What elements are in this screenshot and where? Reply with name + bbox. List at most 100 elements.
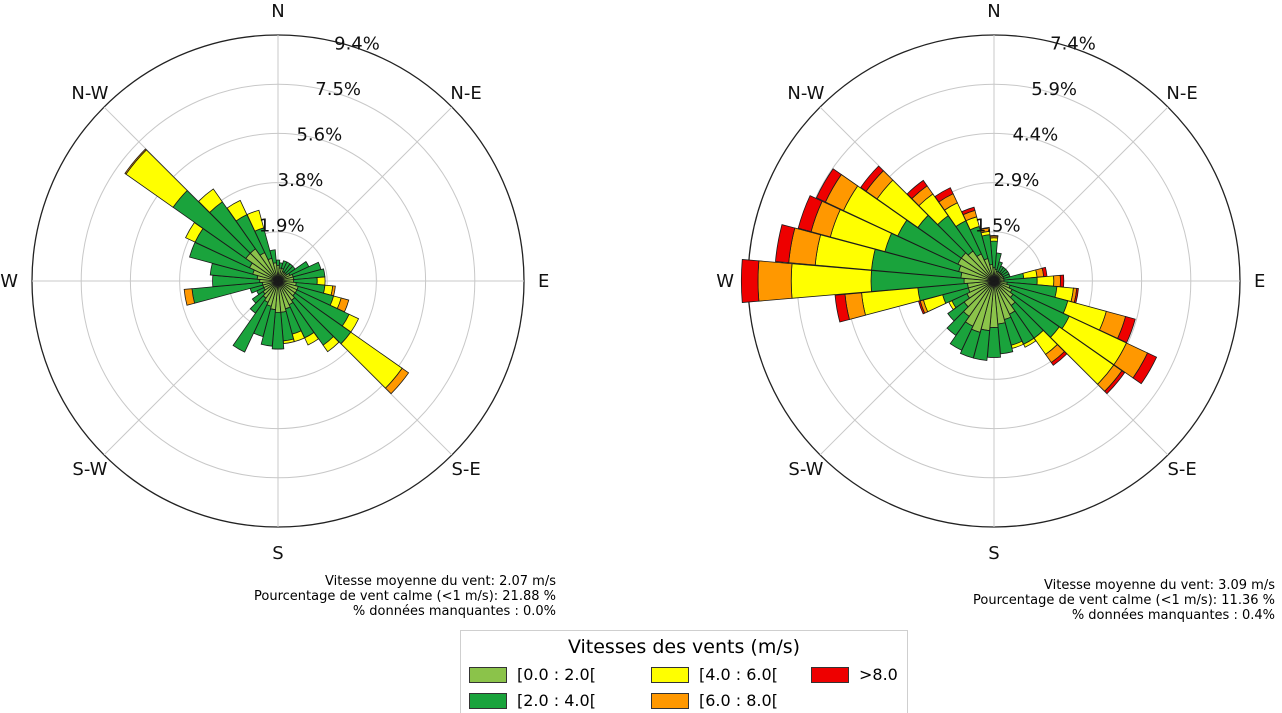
direction-label: S-W [788,459,823,480]
stats-right: Vitesse moyenne du vent: 3.09 m/s Pource… [973,578,1275,623]
windrose-right: 1.5% 2.9% 4.4% 5.9% 7.4% N N-E E S-E S S-W W N-W [716,1,1265,564]
ring-label: 1.9% [259,216,305,237]
sector-320-bin2 [198,188,223,213]
direction-label: S-E [451,459,480,480]
sector-0-bin2 [989,237,999,242]
legend-title: Vitesses des vents (m/s) [567,636,801,658]
legend-item-bin0: [0.0 : 2.0[ [469,665,596,684]
sector-210-bin1 [949,321,974,351]
sector-220-bin1 [249,295,267,314]
sector-320-bin4 [906,179,928,200]
ring-label: 2.9% [994,170,1040,191]
direction-label: W [716,271,734,292]
grid-spoke [103,280,279,456]
sector-260-bin4 [834,293,850,323]
sector-340-bin2 [246,209,265,232]
sector-210-bin1 [232,299,269,353]
direction-label: E [538,271,549,292]
sector-140-bin2 [322,336,340,353]
calm-percentage-left: Pourcentage de vent calme (<1 m/s): 21.8… [254,589,556,604]
ring-label: 5.6% [296,125,342,146]
sector-330-bin2 [226,199,248,222]
sector-20-bin1 [996,261,1003,273]
legend-swatch-bin2 [651,666,689,683]
sector-350-bin1 [269,249,277,264]
direction-label: W [0,271,18,292]
grid-spoke [993,106,1169,282]
sector-150-bin2 [1023,337,1037,348]
direction-label: S-E [1167,459,1196,480]
legend-swatch-bin1 [469,692,507,709]
sector-190-bin1 [260,308,276,347]
sector-280-bin4 [775,224,796,264]
ring-label: 9.4% [334,34,380,55]
sector-130-bin3 [384,367,410,395]
missing-data-left: % données manquantes : 0.0% [352,604,556,619]
legend-label-bin4: >8.0 [859,665,898,684]
direction-label: N-W [787,83,824,104]
direction-label: N-E [1166,83,1197,104]
ring-label: 7.4% [1050,34,1096,55]
calm-percentage-right: Pourcentage de vent calme (<1 m/s): 11.3… [973,593,1275,608]
legend-item-bin1: [2.0 : 4.0[ [469,691,596,710]
legend-swatch-bin0 [469,666,507,683]
sector-140-bin4 [1050,351,1068,366]
sector-200-bin1 [959,328,981,359]
ring-label: 3.8% [278,170,324,191]
legend-item-bin2: [4.0 : 6.0[ [651,665,778,684]
sector-10-bin1 [994,252,1002,271]
sector-90-bin2 [316,276,326,286]
sector-290-bin4 [797,195,823,233]
sector-230-bin1 [947,301,969,322]
ring-label: 7.5% [315,79,361,100]
sector-350-bin4 [979,226,990,231]
sector-220-bin1 [946,311,970,336]
windrose-left: 1.9% 3.8% 5.6% 7.5% 9.4% N N-E E S-E S S-W W N-W [0,1,549,564]
grid-spoke [277,106,453,282]
missing-data-right: % données manquantes : 0.4% [1071,608,1275,623]
sector-310-bin4 [860,165,884,192]
sector-0-bin4 [989,235,999,237]
ring-label: 4.4% [1012,125,1058,146]
legend-label-bin2: [4.0 : 6.0[ [699,665,778,684]
sector-300-bin4 [815,168,842,203]
direction-label: S [988,543,999,564]
legend-label-bin0: [0.0 : 2.0[ [517,665,596,684]
sector-110-bin4 [1117,316,1136,344]
direction-label: N-E [450,83,481,104]
direction-label: E [1254,271,1265,292]
legend-item-bin4: >8.0 [811,665,898,684]
ring-label: 5.9% [1031,79,1077,100]
stats-left: Vitesse moyenne du vent: 2.07 m/s Pource… [254,574,556,619]
sector-130-bin4 [1104,370,1126,395]
sector-270-bin3 [757,260,793,302]
legend-swatch-bin3 [651,692,689,709]
legend: Vitesses des vents (m/s) [0.0 : 2.0[ [2.… [460,630,908,713]
sector-90-bin3 [1053,274,1061,288]
legend-label-bin1: [2.0 : 4.0[ [517,691,596,710]
mean-speed-right: Vitesse moyenne du vent: 3.09 m/s [1044,578,1275,593]
direction-label: N-W [71,83,108,104]
sector-150-bin2 [304,331,319,346]
direction-label: N [271,1,284,22]
sector-180-bin1 [271,311,285,350]
direction-label: S-W [72,459,107,480]
sector-310-bin2 [125,149,188,208]
sector-330-bin4 [934,187,954,203]
mean-speed-left: Vitesse moyenne du vent: 2.07 m/s [325,574,556,589]
sector-120-bin4 [1132,352,1158,385]
ring-label: 1.5% [975,216,1021,237]
sector-90-bin4 [1059,274,1065,288]
sector-270-bin4 [740,258,760,304]
sector-340-bin4 [961,206,976,216]
direction-label: N [987,1,1000,22]
legend-label-bin3: [6.0 : 8.0[ [699,691,778,710]
legend-swatch-bin4 [811,666,849,683]
sector-80-bin2 [1022,269,1038,279]
sector-90-bin2 [1036,275,1055,287]
sector-230-bin1 [251,290,266,304]
direction-label: S [272,543,283,564]
legend-item-bin3: [6.0 : 8.0[ [651,691,778,710]
sector-260-bin3 [183,288,196,306]
